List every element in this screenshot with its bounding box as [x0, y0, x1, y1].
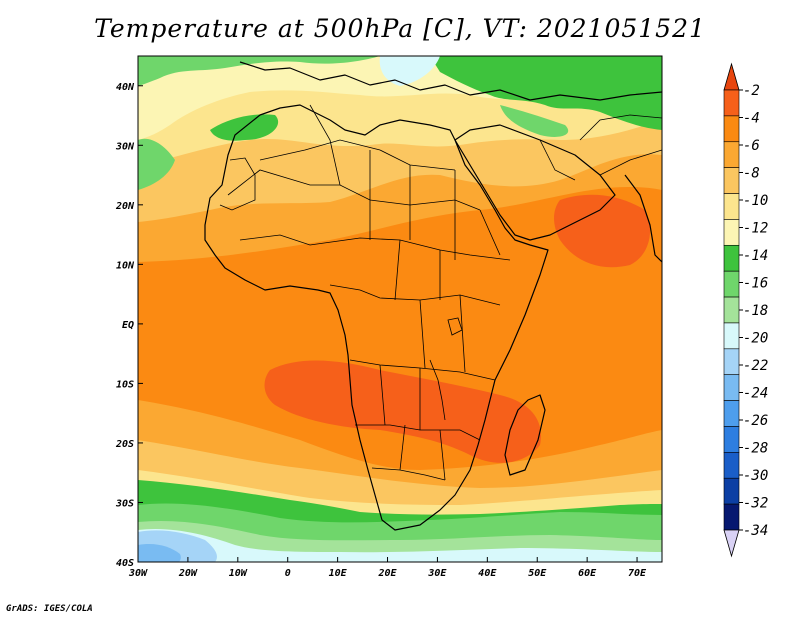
lon-tick-label: 20E	[377, 568, 397, 579]
colorbar-segment	[723, 141, 740, 168]
africa-coastline	[204, 104, 549, 531]
lat-tick-label: EQ	[122, 320, 134, 331]
colorbar-label: -2	[743, 83, 760, 99]
lake-victoria	[447, 317, 463, 336]
lon-tick-label: 50E	[528, 568, 547, 579]
colorbar-label: -8	[743, 166, 760, 182]
country-borders	[219, 104, 662, 481]
lon-tick-label: 70E	[628, 568, 647, 579]
lat-tick-label: 30N	[115, 141, 135, 152]
india-coastline	[624, 174, 662, 263]
lon-tick-label: 20W	[178, 568, 198, 579]
field-warm-arabian-sea	[554, 194, 650, 268]
colorbar-segment	[723, 400, 740, 427]
colorbar-label: -4	[743, 111, 760, 127]
colorbar-segment	[723, 219, 740, 246]
colorbar-label: -16	[743, 276, 768, 292]
border-arabia-asia	[539, 114, 662, 181]
lat-tick-label: 30S	[115, 498, 134, 509]
field-green-nw	[138, 56, 380, 86]
border-sahel-south	[239, 234, 511, 261]
colorbar-segment	[723, 270, 740, 298]
colorbar: -2 -4 -6 -8 -10 -12 -14 -16 -18 -20 -22 -24 -26 -28 -3…	[723, 62, 768, 558]
colorbar-segment	[723, 374, 740, 401]
lon-tick-label: 10E	[329, 568, 348, 579]
colorbar-bottom-arrow	[723, 529, 740, 558]
colorbar-segment	[723, 322, 740, 350]
colorbar-label: -20	[743, 331, 768, 347]
field-band-m20-south	[138, 528, 662, 562]
colorbar-segment	[723, 244, 740, 272]
lat-tick-label: 40N	[116, 82, 135, 93]
colorbar-label: -14	[743, 248, 768, 264]
latitude-axis: 40N 30N 20N 10N EQ 10S 20S 30S 40S	[115, 82, 143, 569]
border-sahara-north	[259, 139, 456, 171]
lat-tick-label: 40S	[116, 558, 134, 569]
map-frame	[137, 55, 663, 563]
madagascar-coastline	[504, 394, 546, 476]
border-south-africa	[371, 467, 446, 481]
colorbar-segment	[723, 89, 740, 117]
lat-tick-label: 20N	[115, 201, 135, 212]
field-cold-aegean	[379, 56, 440, 86]
colorbar-segment	[723, 167, 740, 194]
border-meridional	[309, 104, 501, 481]
colorbar-label: -10	[743, 193, 768, 209]
field-green-atlantic	[138, 138, 175, 190]
field-green-arabia	[500, 105, 569, 137]
lat-tick-label: 10S	[116, 379, 134, 390]
colorbar-label: -28	[743, 441, 768, 457]
colorbar-segment	[723, 426, 740, 453]
lon-tick-label: 0	[285, 568, 291, 579]
border-sahel-north	[227, 169, 481, 211]
colorbar-label: -32	[743, 496, 768, 512]
field-band-m24-south	[138, 544, 181, 562]
field-green-middle-east	[430, 56, 662, 130]
colorbar-label: -22	[743, 358, 768, 374]
field-warm-southern-africa	[264, 360, 541, 463]
lat-tick-label: 10N	[116, 260, 135, 271]
colorbar-segment	[723, 296, 740, 324]
colorbar-segment	[723, 115, 740, 143]
temperature-field	[138, 56, 662, 562]
coastlines	[204, 61, 662, 531]
colorbar-label: -18	[743, 303, 768, 319]
colorbar-segment	[723, 193, 740, 220]
lat-tick-label: 20S	[115, 439, 134, 450]
colorbar-label: -6	[743, 138, 760, 154]
lon-tick-label: 40E	[478, 568, 497, 579]
lake-malawi	[429, 359, 446, 421]
longitude-axis: 30W 20W 10W 0 10E 20E 30E 40E 50E 60E 70E	[128, 557, 647, 579]
map-title: Temperature at 500hPa [C], VT: 202105152…	[94, 14, 706, 43]
lon-tick-label: 60E	[578, 568, 597, 579]
colorbar-segment	[723, 477, 740, 505]
border-central	[329, 284, 501, 306]
colorbar-top-arrow	[723, 62, 740, 91]
colorbar-label: -26	[743, 413, 768, 429]
europe-coastline	[239, 61, 662, 101]
colorbar-label: -30	[743, 468, 768, 484]
colorbar-segment	[723, 348, 740, 376]
border-mauritania	[219, 157, 256, 211]
lon-tick-label: 10W	[229, 568, 248, 579]
colorbar-segment	[723, 452, 740, 479]
colorbar-segment	[723, 503, 740, 531]
colorbar-label: -34	[743, 523, 768, 539]
credit-label: GrADS: IGES/COLA	[6, 604, 93, 614]
colorbar-label: -12	[743, 221, 768, 237]
colorbar-label: -24	[743, 386, 768, 402]
arabia-coastline	[454, 124, 616, 241]
lon-tick-label: 30E	[427, 568, 447, 579]
lon-tick-label: 30W	[128, 568, 148, 579]
